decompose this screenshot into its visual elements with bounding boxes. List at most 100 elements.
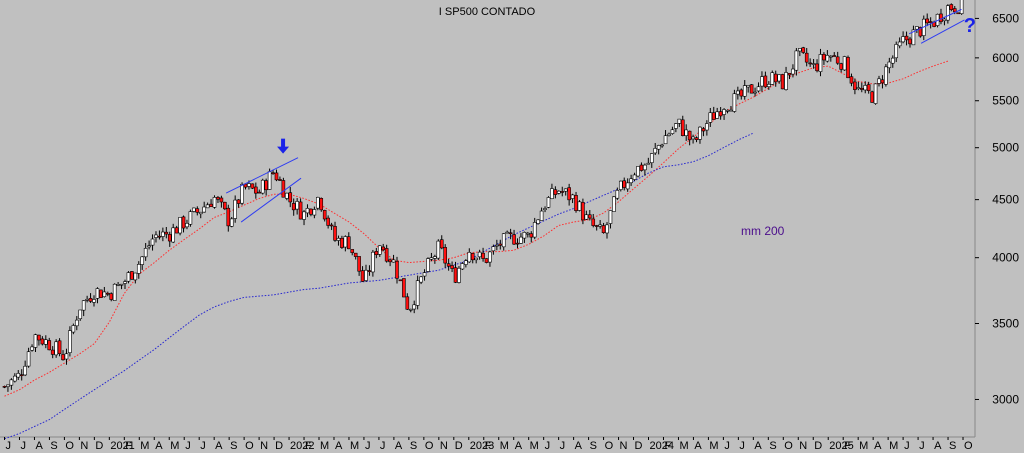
candle bbox=[195, 206, 200, 216]
candle bbox=[543, 206, 547, 213]
candle bbox=[853, 78, 857, 95]
candle bbox=[216, 196, 220, 204]
candle bbox=[680, 115, 685, 137]
candle bbox=[57, 338, 62, 357]
candle bbox=[198, 211, 203, 219]
y-tick-label: 4500 bbox=[992, 193, 1019, 207]
candle bbox=[185, 219, 189, 230]
candle bbox=[92, 295, 96, 307]
x-tick-label: 2024 bbox=[650, 440, 674, 452]
y-tick-label: 3500 bbox=[992, 316, 1019, 330]
candle bbox=[105, 291, 110, 297]
x-tick-label: A bbox=[515, 440, 523, 452]
candle bbox=[753, 87, 757, 97]
x-tick-label: F bbox=[125, 440, 132, 452]
x-tick-label: F bbox=[664, 440, 671, 452]
candle bbox=[956, 12, 960, 15]
x-tick-label: F bbox=[305, 440, 312, 452]
candle bbox=[333, 221, 337, 242]
candle bbox=[608, 210, 613, 229]
candle bbox=[474, 257, 478, 264]
candle bbox=[822, 52, 826, 65]
candle bbox=[384, 244, 389, 263]
candle bbox=[47, 337, 52, 351]
x-tick-label: O bbox=[605, 440, 614, 452]
candle bbox=[26, 347, 31, 368]
candle bbox=[336, 235, 341, 246]
candle bbox=[71, 323, 76, 335]
x-tick-label: J bbox=[200, 440, 206, 452]
candle bbox=[99, 289, 103, 299]
candle bbox=[429, 252, 434, 262]
candle bbox=[959, 0, 964, 15]
candle bbox=[632, 172, 637, 182]
y-tick-label: 3000 bbox=[992, 392, 1019, 406]
candle bbox=[946, 4, 950, 24]
candle bbox=[381, 243, 386, 252]
x-tick-label: M bbox=[320, 440, 329, 452]
candle bbox=[567, 183, 571, 206]
candle bbox=[667, 132, 671, 137]
candle bbox=[560, 186, 565, 197]
candle bbox=[298, 198, 303, 220]
candle bbox=[250, 183, 255, 190]
candle bbox=[68, 326, 72, 357]
candle bbox=[484, 258, 489, 264]
candle bbox=[412, 300, 417, 314]
candle bbox=[192, 207, 196, 213]
candle bbox=[161, 227, 165, 242]
candle bbox=[64, 348, 69, 365]
x-tick-label: S bbox=[410, 440, 417, 452]
x-tick-label: M bbox=[709, 440, 718, 452]
candle bbox=[188, 209, 193, 227]
x-tick-label: D bbox=[814, 440, 822, 452]
candle bbox=[656, 144, 661, 155]
candle bbox=[863, 81, 868, 94]
candle bbox=[119, 283, 124, 290]
x-tick-label: F bbox=[844, 440, 851, 452]
x-tick-label: A bbox=[335, 440, 343, 452]
candle bbox=[557, 190, 561, 195]
candle bbox=[674, 123, 678, 133]
candle bbox=[274, 169, 279, 182]
candle bbox=[481, 247, 485, 262]
x-tick-label: O bbox=[65, 440, 74, 452]
candle bbox=[436, 239, 441, 260]
candle bbox=[126, 271, 131, 284]
candle bbox=[236, 199, 241, 208]
candle bbox=[901, 31, 905, 44]
candle bbox=[705, 120, 709, 136]
candle bbox=[625, 178, 630, 192]
candle bbox=[326, 215, 330, 229]
candle bbox=[477, 249, 482, 260]
candle bbox=[13, 373, 17, 383]
candle bbox=[563, 188, 568, 196]
x-tick-label: J bbox=[560, 440, 566, 452]
candle bbox=[140, 256, 145, 270]
grid-layer bbox=[0, 0, 976, 438]
x-tick-label: O bbox=[425, 440, 434, 452]
candle bbox=[319, 197, 324, 212]
candle bbox=[464, 259, 468, 268]
chart-title: I SP500 CONTADO bbox=[439, 6, 536, 18]
x-tick-label: J bbox=[739, 440, 745, 452]
y-tick-label: 4000 bbox=[992, 251, 1019, 265]
down-arrow-icon bbox=[277, 138, 290, 154]
candle bbox=[791, 64, 795, 78]
candle bbox=[829, 55, 833, 62]
candle bbox=[581, 198, 585, 225]
candle bbox=[136, 261, 141, 279]
candle bbox=[773, 70, 778, 87]
x-tick-label: J bbox=[20, 440, 26, 452]
candle bbox=[391, 254, 396, 263]
candle bbox=[839, 62, 843, 73]
candle bbox=[37, 334, 41, 346]
candle bbox=[649, 153, 654, 168]
channel-lower-2025 bbox=[920, 19, 965, 44]
candle bbox=[467, 248, 472, 263]
x-tick-label: M bbox=[530, 440, 539, 452]
candle bbox=[174, 225, 179, 234]
y-tick-label: 5000 bbox=[992, 141, 1019, 155]
candle bbox=[897, 37, 902, 49]
channel-upper-2021 bbox=[225, 157, 299, 194]
